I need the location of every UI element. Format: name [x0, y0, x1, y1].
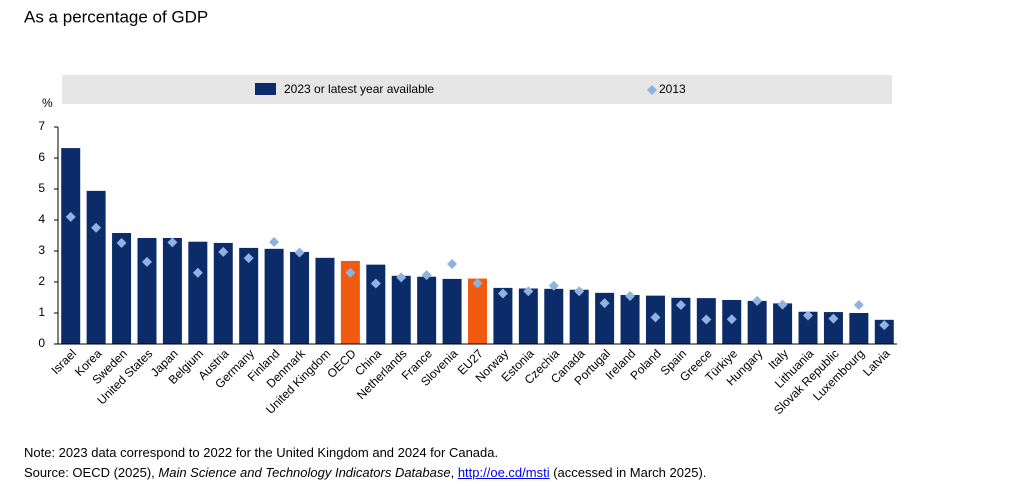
- marker-2013: [421, 270, 432, 281]
- x-tick-label: OECD: [324, 346, 359, 381]
- bar: [849, 313, 869, 344]
- marker-2013: [548, 280, 559, 291]
- marker-2013: [472, 278, 483, 289]
- bar: [239, 247, 259, 344]
- source-title: Main Science and Technology Indicators D…: [158, 465, 451, 480]
- legend-label: 2023 or latest year available: [284, 82, 434, 96]
- bar: [442, 278, 462, 344]
- marker-2013: [91, 222, 102, 233]
- y-tick-label: 4: [38, 212, 45, 226]
- marker-2013: [574, 286, 585, 297]
- source-sep: ,: [450, 465, 458, 480]
- y-tick-label: 3: [38, 243, 45, 257]
- legend-marker: [647, 85, 657, 95]
- marker-2013: [345, 267, 356, 278]
- marker-2013: [218, 246, 229, 257]
- marker-2013: [141, 256, 152, 267]
- source-suffix: (accessed in March 2025).: [549, 465, 707, 480]
- marker-2013: [853, 299, 864, 310]
- marker-2013: [243, 253, 254, 264]
- y-tick-label: 6: [38, 150, 45, 164]
- bar: [340, 260, 360, 344]
- chart-title: As a percentage of GDP: [24, 7, 208, 26]
- bar: [162, 237, 182, 344]
- marker-2013: [726, 314, 737, 325]
- bar: [747, 300, 767, 344]
- bar: [595, 292, 615, 344]
- marker-2013: [396, 272, 407, 283]
- marker-2013: [752, 295, 763, 306]
- bar: [188, 241, 208, 344]
- note: Note: 2023 data correspond to 2022 for t…: [24, 445, 499, 460]
- marker-2013: [370, 278, 381, 289]
- legend-swatch: [255, 83, 276, 95]
- marker-2013: [294, 247, 305, 258]
- y-tick-label: 7: [38, 119, 45, 133]
- y-tick-label: 2: [38, 274, 45, 288]
- marker-2013: [269, 237, 280, 248]
- bar: [671, 297, 691, 344]
- marker-2013: [879, 320, 890, 331]
- legend-label: 2013: [659, 82, 686, 96]
- marker-2013: [828, 313, 839, 324]
- marker-2013: [803, 310, 814, 321]
- bar: [773, 303, 793, 344]
- bar: [823, 312, 843, 344]
- bar: [544, 288, 564, 344]
- bar: [61, 148, 81, 344]
- marker-2013: [447, 259, 458, 270]
- bar: [468, 278, 487, 344]
- marker-2013: [701, 314, 712, 325]
- bar: [620, 295, 640, 344]
- source-link[interactable]: http://oe.cd/msti: [457, 465, 550, 480]
- marker-2013: [116, 237, 127, 248]
- y-tick-label: 5: [38, 181, 45, 195]
- marker-2013: [650, 312, 661, 323]
- y-tick-label: 1: [38, 305, 45, 319]
- bar: [315, 257, 335, 344]
- bar: [213, 242, 233, 344]
- source: Source: OECD (2025), Main Science and Te…: [24, 463, 706, 483]
- marker-2013: [599, 298, 610, 309]
- marker-2013: [497, 288, 508, 299]
- marker-2013: [625, 290, 636, 301]
- bar: [264, 248, 284, 344]
- chart: As a percentage of GDP % 2023 or latest …: [24, 7, 897, 417]
- marker-2013: [192, 267, 203, 278]
- bar: [391, 275, 411, 344]
- y-tick-label: 0: [38, 336, 45, 350]
- bar: [86, 190, 106, 344]
- bar: [417, 276, 437, 344]
- marker-2013: [523, 286, 534, 297]
- marker-2013: [167, 237, 178, 248]
- x-tick-label: Latvia: [860, 346, 893, 379]
- source-prefix: Source: OECD (2025),: [24, 465, 159, 480]
- bar: [112, 233, 132, 344]
- bar: [569, 289, 589, 344]
- bar: [493, 287, 513, 344]
- bar: [874, 319, 894, 344]
- marker-2013: [777, 299, 788, 310]
- marker-2013: [675, 299, 686, 310]
- footer: Note: 2023 data correspond to 2022 for t…: [24, 443, 706, 483]
- bar: [518, 288, 538, 344]
- bar: [366, 264, 386, 344]
- y-unit: %: [42, 96, 53, 110]
- bar: [290, 251, 310, 344]
- legend-background: [62, 75, 892, 104]
- bar: [798, 311, 818, 344]
- marker-2013: [65, 211, 76, 222]
- bar: [137, 237, 157, 344]
